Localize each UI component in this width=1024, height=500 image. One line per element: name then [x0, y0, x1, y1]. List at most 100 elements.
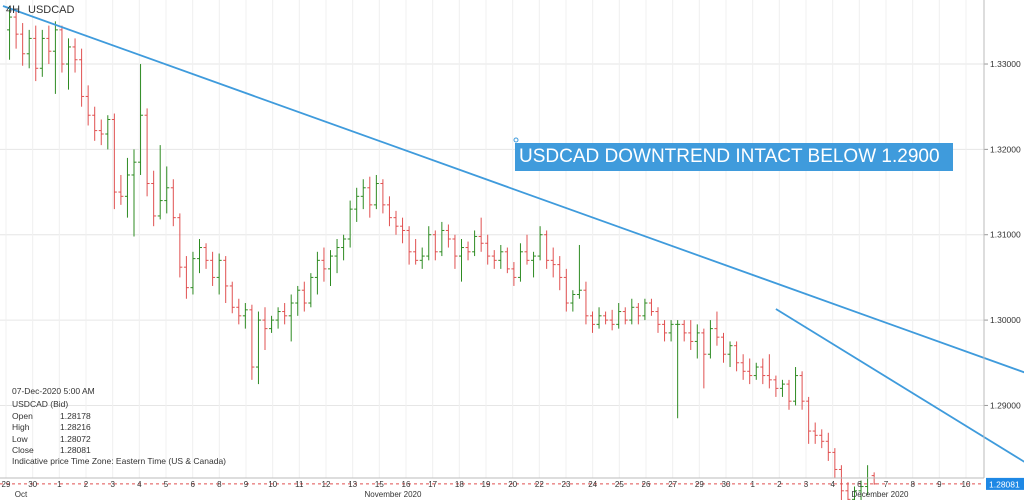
- ohlc-bar: [138, 64, 144, 175]
- ohlc-bar: [72, 38, 78, 73]
- x-period-label: November 2020: [365, 490, 422, 499]
- ohlc-bar: [766, 354, 772, 389]
- info-row-low: Low 1.28072: [6, 434, 246, 445]
- x-tick-label: 7: [884, 480, 889, 489]
- ohlc-bar: [498, 244, 504, 269]
- ohlc-bar: [793, 367, 799, 406]
- ohlc-bar: [576, 244, 582, 299]
- info-label: Low: [12, 433, 28, 444]
- info-value: 1.28081: [60, 445, 91, 456]
- x-axis: 29 30 1 2 3 4 5 6 8 9 10 11 12 13 15 16 17 18 19 20 22 23 24 25…: [0, 477, 984, 499]
- x-tick-label: 23: [562, 480, 571, 489]
- ohlc-bar: [419, 247, 425, 269]
- ohlc-bar: [380, 179, 386, 214]
- ohlc-bar: [524, 234, 530, 265]
- ohlc-bar: [360, 179, 366, 210]
- ohlc-bar: [452, 234, 458, 269]
- ohlc-bar: [622, 307, 628, 325]
- trendlines: [2, 5, 1024, 463]
- ohlc-bar: [825, 432, 831, 461]
- ohlc-bar: [52, 21, 58, 94]
- annotation-box[interactable]: USDCAD DOWNTREND INTACT BELOW 1.2900: [515, 143, 953, 171]
- ohlc-bar: [308, 273, 314, 308]
- x-tick-label: 15: [375, 480, 384, 489]
- ohlc-bar: [819, 429, 825, 449]
- ohlc-bar: [799, 371, 805, 410]
- ohlc-bar: [170, 179, 176, 227]
- ohlc-bar: [33, 25, 39, 82]
- ohlc-bar: [393, 210, 399, 235]
- x-tick-label: 12: [322, 480, 331, 489]
- ohlc-bar: [275, 307, 281, 329]
- ohlc-bar: [334, 239, 340, 274]
- ohlc-bar: [753, 362, 759, 380]
- ohlc-bar: [131, 149, 137, 237]
- ohlc-bar: [413, 239, 419, 265]
- ohlc-bar: [616, 303, 622, 329]
- ohlc-bar: [727, 341, 733, 368]
- ohlc-bar: [642, 298, 648, 321]
- ohlc-bar: [301, 281, 307, 312]
- ohlc-bar: [190, 251, 196, 295]
- info-symbol: USDCAD (Bid): [12, 399, 69, 410]
- ohlc-bar: [662, 320, 668, 342]
- ohlc-bar: [570, 290, 576, 312]
- x-tick-label: 13: [348, 480, 357, 489]
- ohlc-bar: [314, 251, 320, 295]
- y-tick-label: 1.32000: [990, 144, 1021, 154]
- x-tick-label: 1: [750, 480, 755, 489]
- ohlc-bar: [590, 311, 595, 333]
- ohlc-bar: [386, 196, 392, 227]
- info-label: Close: [12, 445, 34, 456]
- info-row-close: Close 1.28081: [6, 445, 246, 456]
- y-tick-label: 1.30000: [990, 315, 1021, 325]
- x-tick-label: 4: [830, 480, 835, 489]
- ohlc-bar: [282, 303, 288, 325]
- x-tick-label: 22: [535, 480, 544, 489]
- ohlc-bar: [288, 294, 294, 342]
- ohlc-bar: [249, 304, 255, 380]
- y-tick-label: 1.33000: [990, 59, 1021, 69]
- ohlc-bar: [269, 315, 275, 333]
- ohlc-bar: [806, 396, 812, 444]
- symbol-label: USDCAD: [28, 4, 75, 16]
- ohlc-bar: [367, 176, 373, 218]
- ohlc-bar: [721, 332, 726, 363]
- x-tick-label: 4: [137, 480, 142, 489]
- ohlc-bar: [262, 307, 268, 350]
- timeframe-label: 4H: [6, 4, 21, 16]
- ohlc-bar: [517, 243, 523, 282]
- ohlc-bar: [328, 250, 333, 286]
- ohlc-bar: [760, 358, 766, 385]
- x-tick-label: 27: [668, 480, 677, 489]
- ohlc-bar: [701, 328, 707, 389]
- ohlc-bar: [557, 256, 563, 291]
- ohlc-bar: [714, 311, 720, 346]
- x-tick-label: 17: [428, 480, 437, 489]
- ohlc-bar: [111, 113, 117, 210]
- ohlc-bar: [118, 174, 124, 205]
- main-downtrend-line: [2, 5, 1024, 374]
- x-tick-label: 18: [455, 480, 464, 489]
- ohlc-bar: [255, 311, 261, 385]
- ohlc-bar: [124, 157, 130, 218]
- x-tick-label: 25: [615, 480, 624, 489]
- ohlc-bar: [465, 241, 471, 261]
- ohlc-bar: [681, 320, 687, 342]
- ohlc-bar: [98, 119, 104, 146]
- ohlc-bar: [39, 29, 45, 77]
- ohlc-bar: [511, 262, 517, 286]
- ohlc-bar: [694, 324, 700, 359]
- ohlc-bar: [7, 5, 13, 60]
- ohlc-bar: [537, 226, 543, 261]
- ohlc-bar: [655, 307, 661, 333]
- x-period-label: December 2020: [852, 490, 909, 499]
- ohlc-bar: [164, 166, 170, 214]
- x-tick-label: 6: [190, 480, 195, 489]
- ohlc-bar: [439, 221, 445, 257]
- info-value: 1.28072: [60, 433, 91, 444]
- x-tick-label: 5: [164, 480, 169, 489]
- ohlc-bar: [151, 170, 157, 227]
- ohlc-bar: [85, 85, 91, 126]
